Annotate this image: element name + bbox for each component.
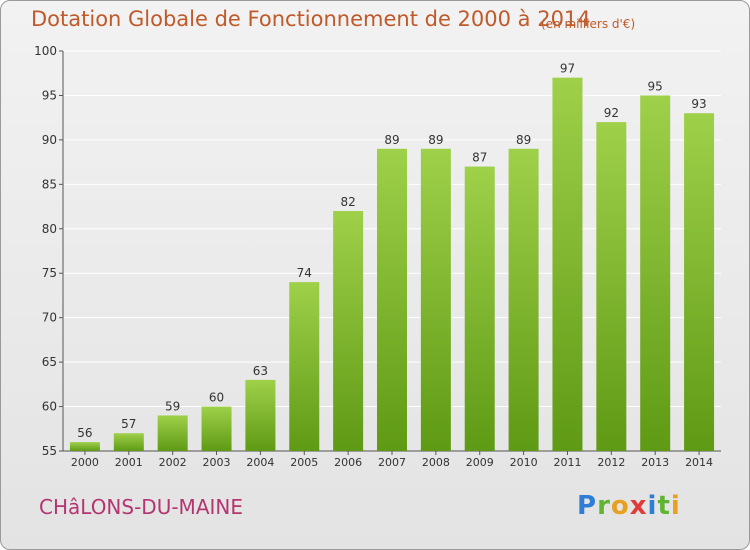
- x-tick-label: 2014: [685, 456, 713, 469]
- bar: [201, 406, 232, 451]
- y-tick-label: 60: [42, 400, 57, 414]
- bar: [464, 166, 495, 452]
- y-tick-label: 70: [42, 311, 57, 325]
- logo-letter: x: [629, 491, 648, 521]
- data-label: 97: [560, 62, 575, 76]
- x-tick-label: 2004: [246, 456, 274, 469]
- logo-letter: r: [597, 491, 611, 521]
- x-tick-label: 2006: [334, 456, 362, 469]
- data-label: 82: [340, 195, 355, 209]
- chart-title: Dotation Globale de Fonctionnement de 20…: [31, 7, 591, 31]
- data-label: 89: [428, 133, 443, 147]
- logo-letter: P: [577, 491, 598, 521]
- y-tick-label: 80: [42, 222, 57, 236]
- logo-letter: i: [670, 491, 681, 521]
- bar: [289, 282, 320, 451]
- x-tick-label: 2005: [290, 456, 318, 469]
- logo-letter: o: [610, 491, 630, 521]
- y-tick-label: 55: [42, 444, 57, 458]
- y-tick-label: 75: [42, 266, 57, 280]
- x-tick-label: 2012: [597, 456, 625, 469]
- x-tick-label: 2007: [378, 456, 406, 469]
- y-tick-label: 100: [34, 44, 57, 58]
- bar: [377, 148, 407, 451]
- bar: [684, 113, 715, 451]
- y-tick-label: 65: [42, 355, 57, 369]
- data-label: 95: [648, 79, 663, 93]
- data-label: 57: [121, 417, 136, 431]
- data-label: 93: [691, 97, 706, 111]
- x-tick-label: 2011: [553, 456, 581, 469]
- data-label: 74: [297, 266, 312, 280]
- x-tick-label: 2001: [115, 456, 143, 469]
- y-tick-label: 95: [42, 88, 57, 102]
- data-label: 63: [253, 364, 268, 378]
- bar: [552, 77, 583, 452]
- x-tick-label: 2000: [71, 456, 99, 469]
- y-tick-label: 85: [42, 177, 57, 191]
- x-tick-label: 2010: [510, 456, 538, 469]
- bar: [420, 148, 451, 451]
- bar: [333, 211, 364, 451]
- x-tick-label: 2003: [203, 456, 231, 469]
- y-tick-label: 90: [42, 133, 57, 147]
- x-tick-label: 2009: [466, 456, 494, 469]
- data-label: 60: [209, 391, 224, 405]
- data-label: 89: [516, 133, 531, 147]
- proxiti-logo: Proxiti: [577, 491, 681, 521]
- chart-unit: (en milliers d'€): [541, 17, 636, 31]
- bar: [245, 379, 276, 451]
- x-tick-label: 2002: [159, 456, 187, 469]
- logo-letter: t: [657, 491, 671, 521]
- bar: [640, 95, 671, 451]
- data-label: 59: [165, 399, 180, 413]
- bar: [596, 122, 627, 451]
- data-label: 87: [472, 151, 487, 165]
- x-tick-label: 2013: [641, 456, 669, 469]
- bar: [69, 442, 100, 451]
- data-label: 56: [77, 426, 92, 440]
- commune-name: CHâLONS-DU-MAINE: [39, 495, 243, 519]
- x-tick-label: 2008: [422, 456, 450, 469]
- bar: [157, 415, 188, 451]
- data-label: 92: [604, 106, 619, 120]
- bar: [113, 433, 144, 451]
- data-label: 89: [384, 133, 399, 147]
- logo-letter: i: [647, 491, 658, 521]
- bar: [508, 148, 539, 451]
